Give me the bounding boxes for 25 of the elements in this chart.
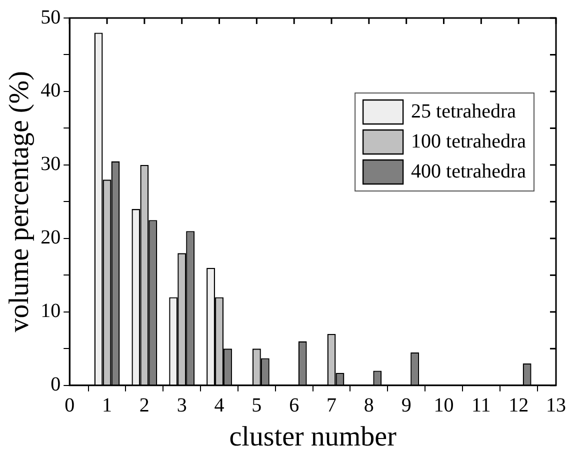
- x-tick-label: 7: [326, 394, 337, 417]
- legend-label: 400 tetrahedra: [411, 160, 526, 182]
- y-tick-label: 0: [50, 374, 61, 396]
- y-tick-label: 40: [40, 80, 61, 102]
- y-tick-label: 10: [40, 300, 61, 322]
- legend-label: 100 tetrahedra: [411, 130, 526, 152]
- x-tick-label: 13: [546, 394, 566, 417]
- x-tick-label: 6: [289, 394, 300, 417]
- y-axis-title: volume percentage (%): [4, 71, 36, 332]
- x-tick-label: 0: [64, 394, 75, 417]
- x-tick-label: 10: [434, 394, 454, 417]
- legend-label: 25 tetrahedra: [411, 100, 516, 122]
- y-tick-label: 20: [40, 226, 61, 249]
- x-tick-label: 12: [508, 394, 529, 417]
- x-tick-label: 9: [401, 394, 412, 417]
- x-tick-label: 8: [364, 394, 374, 417]
- x-tick-label: 11: [472, 394, 491, 417]
- y-tick-label: 50: [40, 6, 61, 28]
- x-tick-label: 5: [252, 394, 262, 417]
- x-tick-label: 3: [176, 394, 187, 417]
- x-axis-title: cluster number: [229, 422, 398, 453]
- y-tick-label: 30: [40, 153, 61, 176]
- x-tick-label: 1: [102, 394, 112, 417]
- x-tick-label: 4: [214, 394, 224, 417]
- x-tick-label: 2: [139, 394, 150, 417]
